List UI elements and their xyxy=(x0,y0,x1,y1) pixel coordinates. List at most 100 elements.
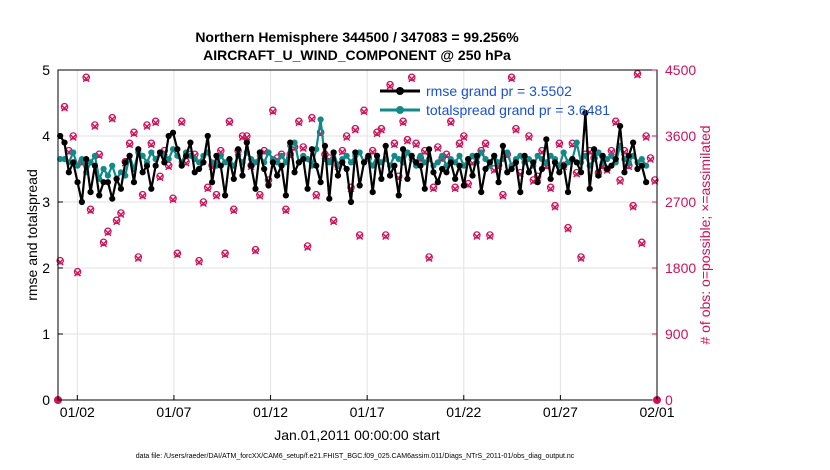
totalspread-point xyxy=(165,156,172,163)
rmse-point xyxy=(300,156,307,163)
obs-assimilated-marker xyxy=(525,133,533,141)
obs-possible-marker xyxy=(329,216,338,225)
rmse-point xyxy=(586,185,593,192)
totalspread-point xyxy=(452,159,459,166)
rmse-point xyxy=(478,189,485,196)
obs-assimilated-marker xyxy=(425,254,433,262)
rmse-point xyxy=(517,189,524,196)
y-tick-label: 3 xyxy=(42,194,50,210)
rmse-point xyxy=(83,156,90,163)
obs-possible-marker xyxy=(507,73,516,82)
rmse-point xyxy=(265,182,272,189)
obs-assimilated-marker xyxy=(638,240,646,248)
obs-possible-marker xyxy=(481,139,490,148)
rmse-point xyxy=(304,185,311,192)
obs-possible-marker xyxy=(60,102,69,111)
obs-assimilated-marker xyxy=(225,119,233,127)
obs-possible-marker xyxy=(386,80,394,89)
rmse-point xyxy=(547,175,554,182)
rmse-point xyxy=(256,149,263,156)
obs-possible-marker xyxy=(577,253,585,261)
rmse-point xyxy=(551,159,559,166)
rmse-point xyxy=(612,156,619,163)
rmse-point xyxy=(235,146,242,153)
rmse-point xyxy=(417,162,424,169)
rmse-point xyxy=(391,162,398,169)
rmse-point xyxy=(117,185,125,192)
rmse-point xyxy=(91,162,98,169)
obs-possible-marker xyxy=(512,124,520,133)
obs-assimilated-marker xyxy=(100,240,108,248)
totalspread-point xyxy=(57,156,64,163)
obs-possible-marker xyxy=(256,190,264,199)
obs-possible-marker xyxy=(99,238,108,247)
rmse-point xyxy=(352,149,359,156)
obs-possible-marker xyxy=(147,139,156,148)
rmse-point xyxy=(373,152,381,159)
y-axis-label: rmse and totalspread xyxy=(24,169,40,301)
totalspread-point xyxy=(274,159,281,166)
obs-possible-marker xyxy=(616,176,624,184)
obs-possible-marker xyxy=(212,190,221,199)
obs-possible-marker xyxy=(56,256,64,265)
y2-tick-label: 900 xyxy=(665,326,689,342)
rmse-point xyxy=(248,162,255,169)
rmse-point xyxy=(243,139,250,146)
totalspread-point xyxy=(391,152,398,159)
obs-possible-marker xyxy=(308,113,316,122)
obs-assimilated-marker xyxy=(156,174,164,182)
obs-possible-marker xyxy=(455,139,464,148)
obs-possible-marker xyxy=(381,231,390,239)
obs-assimilated-marker xyxy=(429,185,437,193)
obs-possible-marker xyxy=(134,253,143,261)
obs-assimilated-marker xyxy=(299,144,307,152)
obs-assimilated-marker xyxy=(564,225,572,233)
totalspread-point xyxy=(74,162,81,169)
rmse-point xyxy=(534,179,541,186)
obs-possible-marker xyxy=(338,146,347,155)
obs-possible-marker xyxy=(407,73,416,82)
obs-possible-marker xyxy=(169,194,177,203)
totalspread-point xyxy=(395,156,402,163)
totalspread-point xyxy=(564,159,572,166)
rmse-point xyxy=(630,139,637,146)
totalspread-point xyxy=(417,152,424,159)
rmse-point xyxy=(191,169,198,176)
obs-assimilated-marker xyxy=(204,185,212,193)
totalspread-point xyxy=(104,172,112,179)
rmse-point xyxy=(378,175,385,182)
obs-assimilated-marker xyxy=(390,141,398,149)
rmse-point xyxy=(78,198,85,206)
rmse-point xyxy=(365,152,372,159)
legend-rmse-label: rmse grand pr = 3.5502 xyxy=(426,83,572,99)
obs-possible-marker xyxy=(91,121,99,129)
totalspread-point xyxy=(421,159,428,166)
rmse-point xyxy=(521,152,528,159)
rmse-point xyxy=(634,165,641,173)
obs-assimilated-marker xyxy=(642,133,650,141)
obs-possible-marker xyxy=(173,249,182,258)
obs-assimilated-marker xyxy=(269,108,277,116)
obs-assimilated-marker xyxy=(212,192,220,200)
rmse-point xyxy=(104,179,112,186)
totalspread-point xyxy=(87,159,94,166)
totalspread-point xyxy=(638,156,645,163)
obs-possible-marker xyxy=(629,201,637,210)
rmse-point xyxy=(412,159,420,166)
rmse-point xyxy=(421,185,428,192)
obs-assimilated-marker xyxy=(165,163,173,171)
rmse-point xyxy=(404,175,411,182)
rmse-point xyxy=(313,162,320,169)
obs-assimilated-marker xyxy=(61,104,69,112)
rmse-point xyxy=(178,162,185,169)
totalspread-point xyxy=(169,146,177,153)
rmse-point xyxy=(408,152,415,159)
obs-possible-marker xyxy=(138,190,147,199)
rmse-point xyxy=(491,152,498,159)
obs-possible-marker xyxy=(229,205,238,214)
obs-possible-marker xyxy=(473,231,481,239)
totalspread-point xyxy=(482,156,489,163)
rmse-point xyxy=(213,152,220,159)
obs-possible-marker xyxy=(360,106,368,115)
obs-possible-marker xyxy=(342,132,351,140)
